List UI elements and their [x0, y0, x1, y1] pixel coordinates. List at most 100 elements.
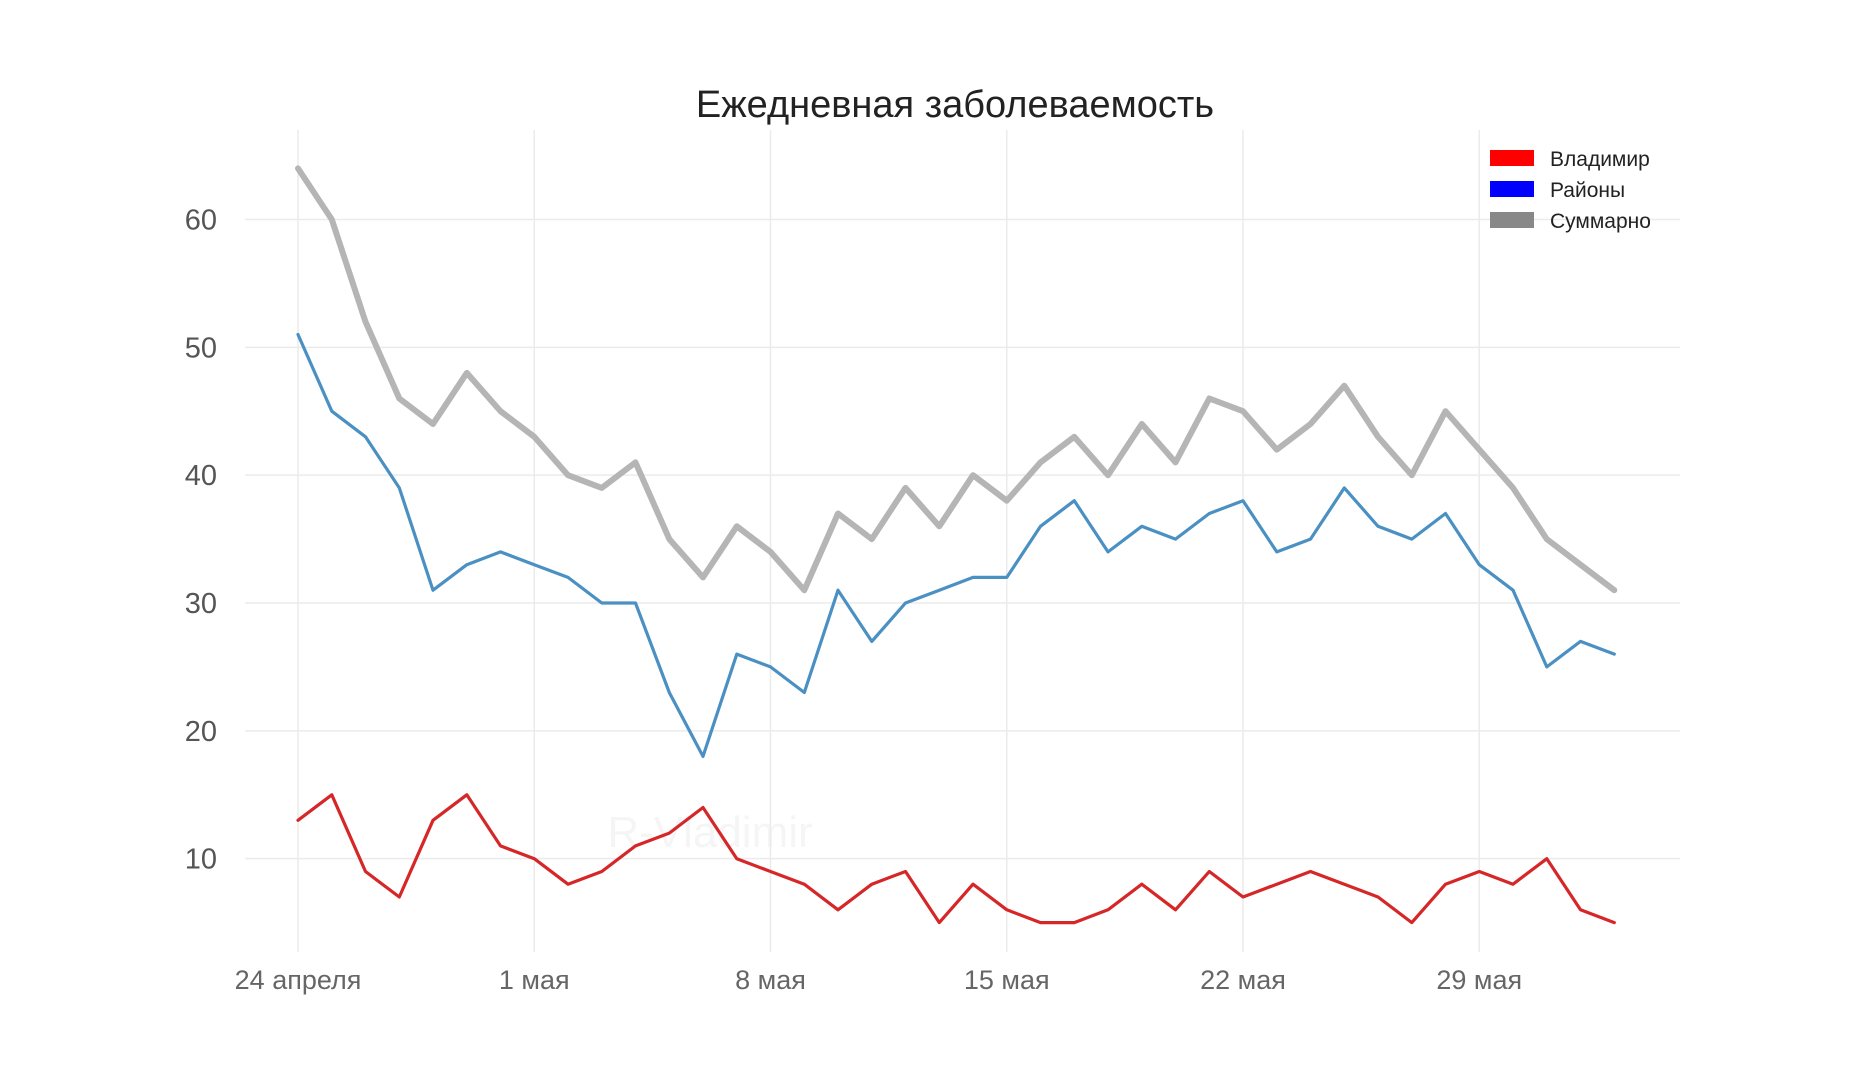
data-point	[1105, 472, 1111, 478]
data-point	[464, 562, 470, 568]
legend-item[interactable]: Владимир	[1490, 148, 1650, 171]
data-point	[936, 587, 942, 593]
data-point	[363, 319, 369, 325]
data-point	[599, 868, 605, 874]
data-point	[1409, 472, 1415, 478]
data-point	[565, 574, 571, 580]
x-tick-label: 1 мая	[499, 965, 570, 995]
data-point	[1038, 920, 1044, 926]
data-point	[1375, 523, 1381, 529]
data-point	[1375, 894, 1381, 900]
data-point	[768, 868, 774, 874]
data-point	[396, 894, 402, 900]
data-point	[329, 408, 335, 414]
data-point	[396, 485, 402, 491]
x-tick-label: 22 мая	[1200, 965, 1286, 995]
data-point	[936, 920, 942, 926]
data-point	[903, 868, 909, 874]
data-point	[295, 165, 301, 171]
data-point	[1206, 395, 1212, 401]
data-point	[734, 856, 740, 862]
data-point	[666, 830, 672, 836]
x-tick-label: 24 апреля	[235, 965, 362, 995]
data-point	[1004, 498, 1010, 504]
data-point	[869, 638, 875, 644]
data-point	[633, 843, 639, 849]
data-point	[1544, 536, 1550, 542]
data-point	[869, 536, 875, 542]
y-tick-label: 10	[185, 844, 217, 876]
data-point	[1341, 485, 1347, 491]
data-point	[1071, 434, 1077, 440]
data-point	[329, 216, 335, 222]
data-point	[1206, 511, 1212, 517]
data-point	[700, 574, 706, 580]
data-point	[430, 587, 436, 593]
data-point	[1443, 408, 1449, 414]
data-point	[1173, 536, 1179, 542]
data-point	[768, 664, 774, 670]
x-tick-label: 8 мая	[735, 965, 806, 995]
data-point	[1274, 881, 1280, 887]
legend-item[interactable]: Суммарно	[1490, 210, 1651, 233]
chart-title: Ежедневная заболеваемость	[696, 84, 1214, 126]
data-point	[1544, 664, 1550, 670]
data-point	[531, 562, 537, 568]
data-point	[1308, 421, 1314, 427]
y-tick-label: 20	[185, 716, 217, 748]
data-point	[565, 881, 571, 887]
series-line-Владимир	[296, 793, 1616, 925]
data-point	[498, 549, 504, 555]
data-point	[801, 881, 807, 887]
data-point	[1038, 459, 1044, 465]
data-point	[835, 907, 841, 913]
data-point	[363, 868, 369, 874]
data-point	[1308, 536, 1314, 542]
data-point	[1240, 894, 1246, 900]
legend[interactable]: Владимир Районы Суммарно	[1490, 148, 1651, 233]
data-point	[599, 600, 605, 606]
data-point	[1139, 881, 1145, 887]
data-point	[835, 511, 841, 517]
data-point	[363, 434, 369, 440]
x-tick-label: 29 мая	[1436, 965, 1522, 995]
legend-label: Владимир	[1550, 148, 1650, 171]
data-point	[734, 651, 740, 657]
data-point	[700, 753, 706, 759]
data-point	[801, 587, 807, 593]
legend-label: Суммарно	[1550, 210, 1651, 233]
legend-swatch	[1490, 181, 1534, 197]
data-point	[464, 792, 470, 798]
data-point	[1240, 408, 1246, 414]
data-point	[498, 843, 504, 849]
data-point	[1004, 907, 1010, 913]
data-point	[1476, 868, 1482, 874]
data-point	[734, 523, 740, 529]
data-point	[1274, 447, 1280, 453]
x-tick-label: 15 мая	[964, 965, 1050, 995]
data-point	[1206, 868, 1212, 874]
data-point	[700, 805, 706, 811]
data-point	[903, 485, 909, 491]
data-point	[869, 881, 875, 887]
data-point	[1274, 549, 1280, 555]
legend-label: Районы	[1550, 179, 1625, 202]
data-point	[835, 587, 841, 593]
data-point	[1341, 383, 1347, 389]
data-point	[633, 459, 639, 465]
y-tick-label: 60	[185, 204, 217, 236]
data-point	[430, 421, 436, 427]
data-point	[295, 817, 301, 823]
data-point	[1510, 587, 1516, 593]
legend-item[interactable]: Районы	[1490, 179, 1625, 202]
gridlines	[245, 130, 1680, 952]
data-point	[801, 689, 807, 695]
y-axis: 10 20 30 40 50 60	[185, 204, 217, 875]
data-point	[1578, 562, 1584, 568]
data-point	[1004, 574, 1010, 580]
data-point	[1409, 536, 1415, 542]
data-point	[1510, 485, 1516, 491]
data-point	[666, 536, 672, 542]
